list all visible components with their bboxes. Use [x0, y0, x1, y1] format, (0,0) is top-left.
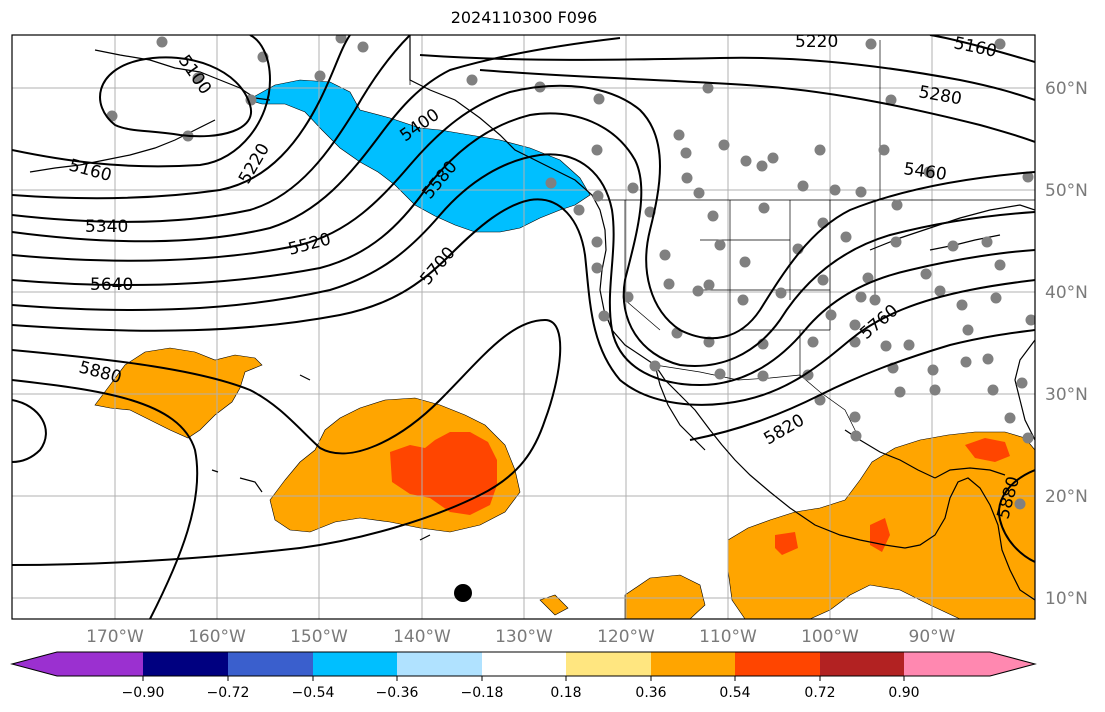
colorbar-segment — [904, 652, 1035, 676]
contour-label: 5340 — [85, 217, 128, 237]
colorbar-tick-label: −0.72 — [207, 685, 250, 701]
colorbar-tick-label: −0.90 — [122, 685, 165, 701]
colorbar-segment — [482, 652, 566, 676]
map-title: 2024110300 F096 — [450, 8, 598, 27]
lon-label: 150°W — [290, 627, 348, 647]
colorbar-segment — [820, 652, 904, 676]
colorbar-segment — [143, 652, 228, 676]
lat-label: 40°N — [1045, 283, 1088, 303]
colorbar-segment — [228, 652, 313, 676]
colorbar-tick-label: −0.36 — [376, 685, 419, 701]
anomaly-fills — [94, 79, 1035, 619]
colorbar-segment — [651, 652, 735, 676]
station-markers — [106, 35, 1035, 510]
colorbar-tick-label: −0.54 — [292, 685, 335, 701]
colorbar-segment — [397, 652, 482, 676]
strong-positive-anomaly-southeast — [775, 438, 1010, 555]
contour-label: 5640 — [90, 275, 133, 295]
colorbar-tick-label: 0.54 — [719, 685, 750, 701]
colorbar-tick-label: 0.72 — [804, 685, 835, 701]
lon-label: 100°W — [801, 627, 859, 647]
colorbar-segment — [566, 652, 651, 676]
colorbar-tick-label: 0.18 — [550, 685, 581, 701]
lat-label: 30°N — [1045, 385, 1088, 405]
colorbar-segment — [313, 652, 397, 676]
map-frame — [11, 34, 1036, 620]
colorbar-segment — [735, 652, 820, 676]
longitude-labels: 170°W 160°W 150°W 140°W 130°W 120°W 110°… — [86, 627, 956, 647]
height-contours — [12, 35, 1035, 619]
positive-anomaly-hawaii-north — [94, 347, 263, 439]
colorbar-tick-label: −0.18 — [461, 685, 504, 701]
lon-label: 120°W — [597, 627, 655, 647]
lon-label: 110°W — [699, 627, 757, 647]
lon-label: 170°W — [86, 627, 144, 647]
contour-label: 5220 — [795, 32, 838, 52]
lat-label: 10°N — [1045, 589, 1088, 609]
positive-anomaly-south-spots — [539, 574, 706, 619]
lon-label: 130°W — [495, 627, 553, 647]
lat-label: 50°N — [1045, 181, 1088, 201]
colorbar-outline — [10, 651, 1037, 677]
strong-positive-anomaly-central — [390, 432, 497, 515]
colorbar-tick-label: 0.36 — [635, 685, 666, 701]
center-marker — [454, 584, 472, 602]
lat-label: 20°N — [1045, 487, 1088, 507]
latitude-labels: 60°N 50°N 40°N 30°N 20°N 10°N — [1045, 79, 1088, 609]
lon-label: 160°W — [188, 627, 246, 647]
colorbar-segment — [12, 652, 143, 676]
lon-label: 90°W — [909, 627, 956, 647]
lon-label: 140°W — [393, 627, 451, 647]
lat-label: 60°N — [1045, 79, 1088, 99]
colorbar: −0.90 −0.72 −0.54 −0.36 −0.18 0.18 0.36 … — [10, 651, 1037, 701]
colorbar-tick-label: 0.90 — [888, 685, 919, 701]
